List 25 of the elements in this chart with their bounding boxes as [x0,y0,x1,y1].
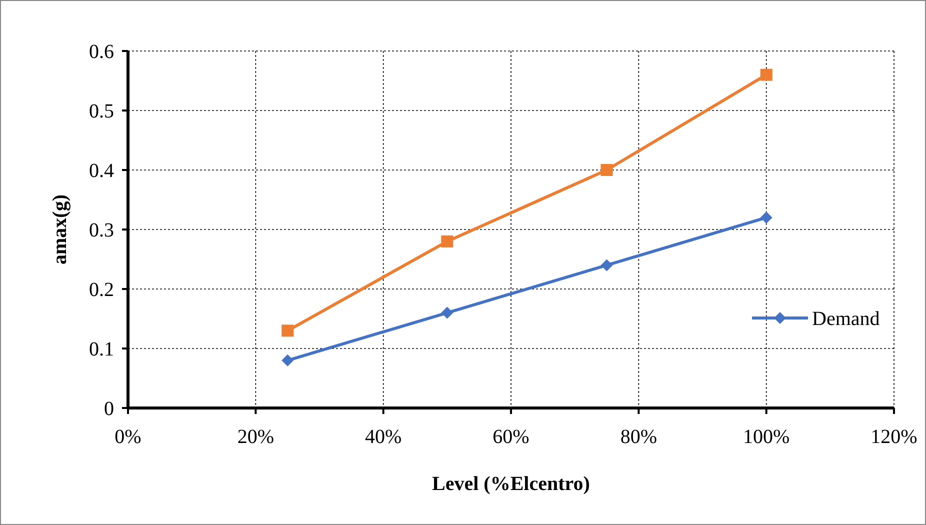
x-tick-label: 40% [364,426,402,448]
y-tick-label: 0.4 [89,160,114,182]
point [600,164,613,176]
y-tick-label: 0.1 [89,338,114,360]
x-tick-label: 100% [742,426,790,448]
point [282,354,294,366]
point [282,324,294,337]
x-tick-label: 80% [620,426,658,448]
x-tick-label: 60% [492,426,530,448]
y-axis-title: amax(g) [49,194,71,264]
y-tick-label: 0.6 [89,41,114,63]
point [760,212,772,224]
x-tick-label: 20% [237,426,274,448]
x-tick-label: 120% [870,426,918,448]
y-tick-label: 0.3 [89,220,114,242]
point [441,235,454,248]
point [600,259,613,272]
x-tick-label: 0% [114,426,142,448]
x-axis-title: Level (%Elcentro) [432,473,590,495]
y-tick-label: 0.2 [89,279,114,301]
legend-label: Demand [812,308,880,330]
point [441,306,454,319]
y-tick-label: 0 [104,398,114,420]
y-tick-label: 0.5 [89,100,114,122]
point [760,68,772,81]
